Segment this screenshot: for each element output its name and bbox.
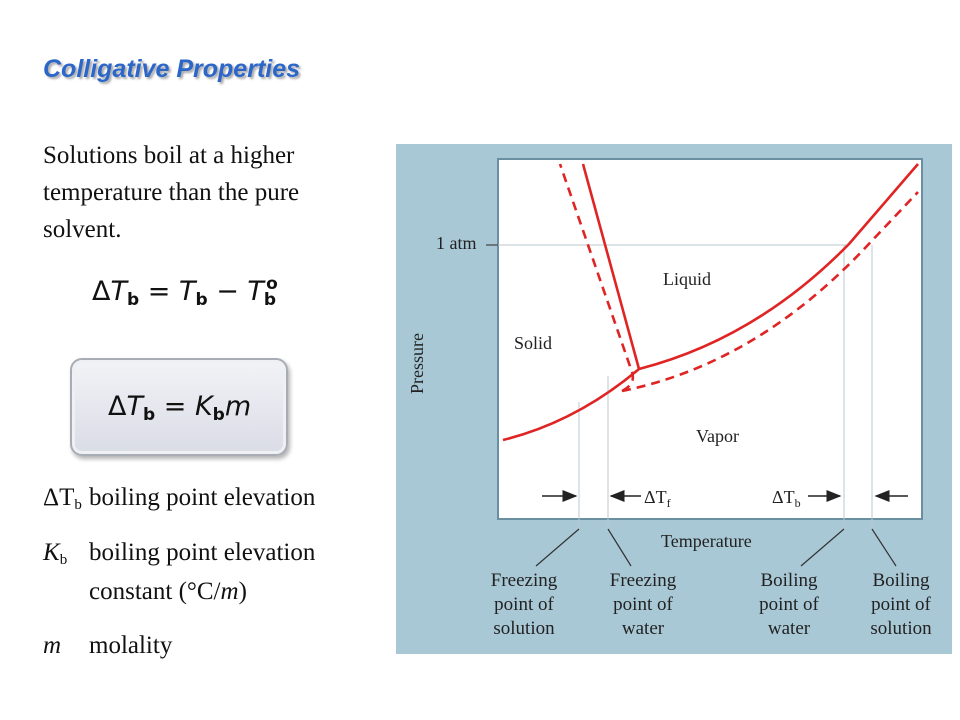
eq1-delta: Δ xyxy=(92,276,111,307)
definition-text: molality xyxy=(89,632,173,659)
eq1-lhs: T xyxy=(110,276,127,307)
delta-tb-sub: b xyxy=(795,496,801,510)
callout-freezing-solution-line2: point of xyxy=(494,594,554,615)
equation-definition: ΔTb = Tb − Tbo xyxy=(92,274,278,310)
definition-symbol: m xyxy=(43,630,89,662)
definition-m: m molality xyxy=(43,630,172,662)
delta-tf-main: ΔT xyxy=(644,487,667,507)
callout-boiling-solution-line2: point of xyxy=(871,594,931,615)
definition-text-line2: constant (°C/ xyxy=(89,578,221,605)
callout-freezing-solution-line3: solution xyxy=(493,618,555,639)
eq1-minus: − xyxy=(207,276,248,307)
eq2-delta: Δ xyxy=(108,391,127,422)
callout-freezing-water-line1: Freezing xyxy=(610,570,677,591)
definition-text-close: ) xyxy=(238,578,247,605)
callout-freezing-water-line3: water xyxy=(622,618,665,639)
delta-tb-main: ΔT xyxy=(772,487,795,507)
eq2-equals: = xyxy=(155,391,195,422)
symbol-sub: b xyxy=(59,552,68,568)
solvent-melting-curve xyxy=(581,163,641,370)
definition-text-unit: m xyxy=(220,578,239,605)
y-axis-label: Pressure xyxy=(407,333,427,394)
eq1-equals: = xyxy=(139,276,179,307)
solution-vaporization-curve xyxy=(621,191,919,393)
plot-area xyxy=(497,158,923,520)
equation-box xyxy=(70,358,288,456)
symbol-sub: b xyxy=(74,497,82,513)
definition-symbol: Kb xyxy=(43,537,89,576)
eq2-lhs-sub: b xyxy=(142,405,156,425)
callout-boiling-water-line1: Boiling xyxy=(760,570,818,591)
symbol-main: K xyxy=(43,539,60,566)
liquid-region-label: Liquid xyxy=(663,269,711,289)
symbol-main: ΔT xyxy=(43,484,75,511)
x-axis-label: Temperature xyxy=(661,531,752,551)
symbol-main: m xyxy=(43,632,62,659)
callout-boiling-water-line2: point of xyxy=(759,594,819,615)
slide-title: Colligative Properties xyxy=(43,55,301,83)
eq1-t2-sup: o xyxy=(266,274,278,294)
vapor-region-label: Vapor xyxy=(696,426,739,446)
callout-leader-freezing-solution xyxy=(535,528,580,567)
callout-boiling-water-line3: water xyxy=(768,618,811,639)
definition-text: boiling point elevation xyxy=(89,484,316,511)
callout-boiling-solution-line1: Boiling xyxy=(872,570,930,591)
equation-elevation: ΔTb = Kbm xyxy=(108,391,251,425)
callout-freezing-solution-line1: Freezing xyxy=(491,570,558,591)
eq2-k-sub: b xyxy=(212,405,225,425)
eq1-t2-sub: b xyxy=(263,290,277,310)
eq2-k: K xyxy=(194,391,213,422)
callout-freezing-water-line2: point of xyxy=(613,594,673,615)
delta-tf-label: ΔTf xyxy=(644,487,671,510)
eq2-m: m xyxy=(224,391,252,422)
delta-tb-label: ΔTb xyxy=(772,487,801,510)
definition-text: boiling point elevation xyxy=(89,539,316,566)
intro-text: Solutions boil at a higher temperature t… xyxy=(43,142,300,243)
definition-delta-tb: ΔTb boiling point elevation xyxy=(43,482,315,521)
definition-symbol: ΔTb xyxy=(43,482,89,521)
eq1-t2: T xyxy=(247,276,264,307)
delta-tf-sub: f xyxy=(667,496,671,510)
definition-kb: Kb boiling point elevation constant (°C/m… xyxy=(43,537,315,608)
solvent-sublimation-vaporization-curve xyxy=(502,163,919,442)
eq1-lhs-sub: b xyxy=(126,290,140,310)
callout-leader-freezing-water xyxy=(607,528,632,567)
eq1-t1: T xyxy=(178,276,196,307)
solid-region-label: Solid xyxy=(514,333,552,353)
phase-diagram: 1 atm Pressure Temperature Solid Liquid … xyxy=(407,158,932,639)
one-atm-label: 1 atm xyxy=(436,233,477,253)
callout-leader-boiling-solution xyxy=(871,528,897,567)
callout-boiling-solution-line3: solution xyxy=(870,618,932,639)
eq2-lhs: T xyxy=(126,391,143,422)
eq1-t1-sub: b xyxy=(195,290,208,310)
callout-leader-boiling-water xyxy=(800,528,845,567)
solution-melting-curve xyxy=(558,163,635,393)
